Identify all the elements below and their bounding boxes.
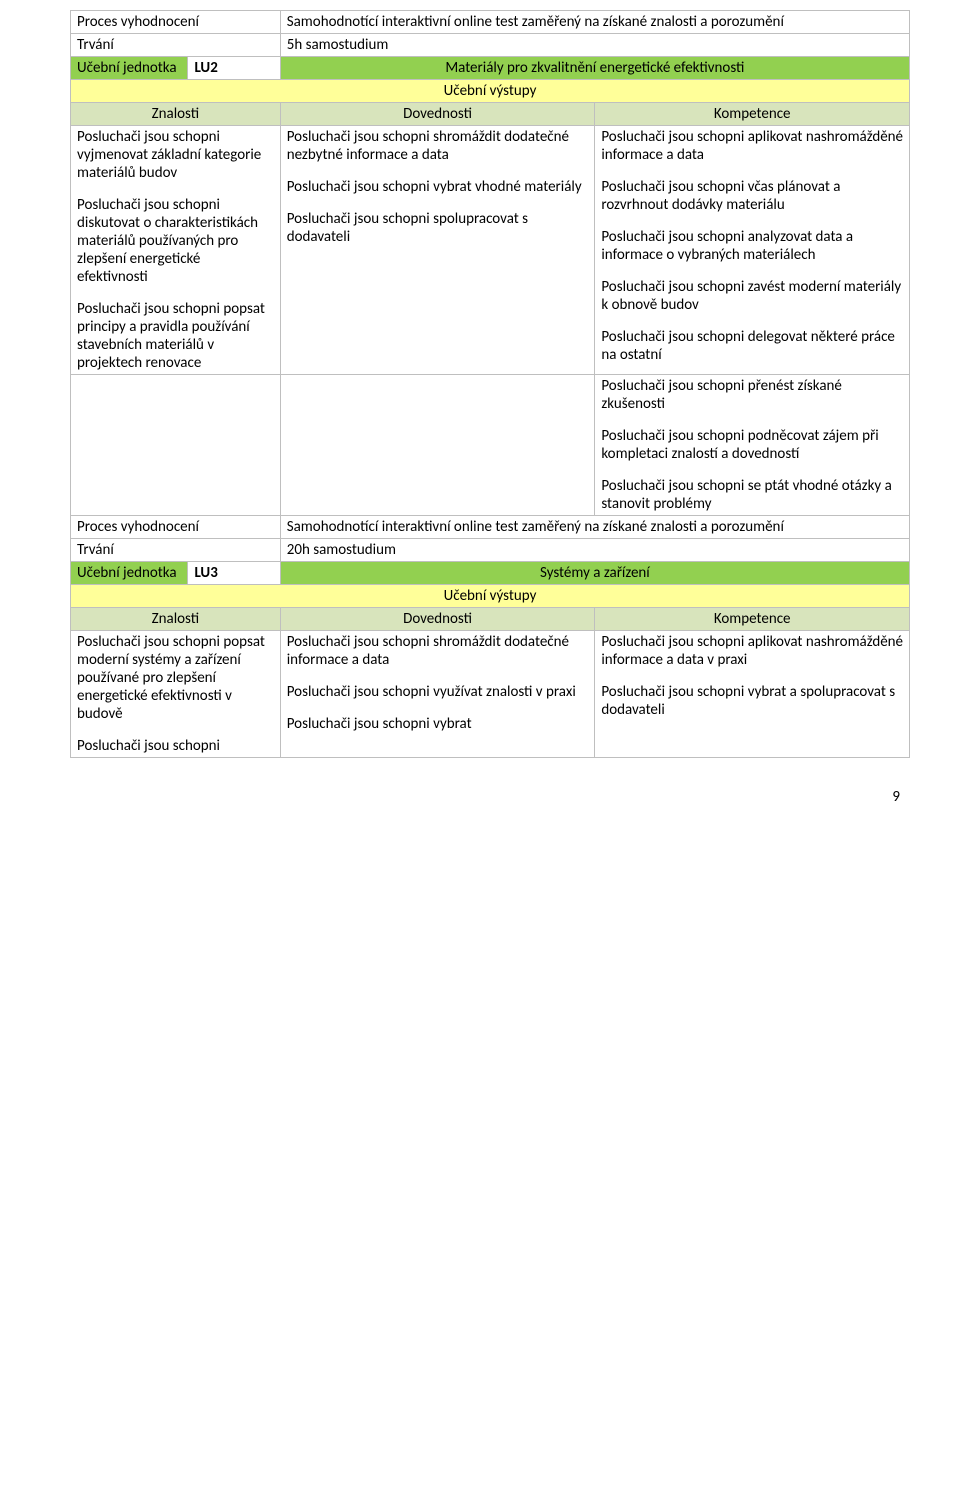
process-label: Proces vyhodnocení: [71, 516, 281, 539]
lu3-header: Učební jednotka LU3 Systémy a zařízení: [71, 562, 910, 585]
text: Posluchači jsou schopni včas plánovat a …: [601, 178, 903, 214]
lu2-header: Učební jednotka LU2 Materiály pro zkvali…: [71, 57, 910, 80]
curriculum-table: Proces vyhodnocení Samohodnotící interak…: [70, 10, 910, 758]
text: Posluchači jsou schopni se ptát vhodné o…: [601, 477, 903, 513]
text: Posluchači jsou schopni diskutovat o cha…: [77, 196, 274, 286]
lu3-znalosti-cell: Posluchači jsou schopni popsat moderní s…: [71, 631, 281, 758]
unit-code: LU3: [188, 562, 280, 585]
columns-header-lu2: Znalosti Dovednosti Kompetence: [71, 103, 910, 126]
col-dovednosti: Dovednosti: [280, 103, 595, 126]
lu2-znalosti-cell: Posluchači jsou schopni vyjmenovat zákla…: [71, 126, 281, 375]
duration-label: Trvání: [71, 34, 281, 57]
text: Posluchači jsou schopni vyjmenovat zákla…: [77, 128, 274, 182]
lu3-kompetence-cell: Posluchači jsou schopni aplikovat nashro…: [595, 631, 910, 758]
text: Posluchači jsou schopni vybrat: [287, 715, 589, 733]
lu2-dovednosti-cell: Posluchači jsou schopni shromáždit dodat…: [280, 126, 595, 375]
process-value: Samohodnotící interaktivní online test z…: [280, 11, 909, 34]
vystupy-label: Učební výstupy: [71, 80, 910, 103]
process-row-2: Proces vyhodnocení Samohodnotící interak…: [71, 516, 910, 539]
unit-title: Materiály pro zkvalitnění energetické ef…: [280, 57, 909, 80]
text: Posluchači jsou schopni shromáždit dodat…: [287, 128, 589, 164]
duration-row-2: Trvání 20h samostudium: [71, 539, 910, 562]
text: Posluchači jsou schopni popsat principy …: [77, 300, 274, 372]
process-value: Samohodnotící interaktivní online test z…: [280, 516, 909, 539]
page-number: 9: [70, 758, 910, 816]
col-dovednosti: Dovednosti: [280, 608, 595, 631]
vystupy-label: Učební výstupy: [71, 585, 910, 608]
duration-value: 20h samostudium: [280, 539, 909, 562]
lu2-kompetence-cell-b: Posluchači jsou schopni přenést získané …: [595, 375, 910, 516]
columns-header-lu3: Znalosti Dovednosti Kompetence: [71, 608, 910, 631]
duration-value: 5h samostudium: [280, 34, 909, 57]
duration-row-1: Trvání 5h samostudium: [71, 34, 910, 57]
lu2-kompetence-cell-a: Posluchači jsou schopni aplikovat nashro…: [595, 126, 910, 375]
vystupy-row-lu2: Učební výstupy: [71, 80, 910, 103]
lu2-body-row-2: Posluchači jsou schopni přenést získané …: [71, 375, 910, 516]
empty-cell: [71, 375, 281, 516]
text: Posluchači jsou schopni analyzovat data …: [601, 228, 903, 264]
process-label: Proces vyhodnocení: [71, 11, 281, 34]
text: Posluchači jsou schopni přenést získané …: [601, 377, 903, 413]
text: Posluchači jsou schopni spolupracovat s …: [287, 210, 589, 246]
text: Posluchači jsou schopni zavést moderní m…: [601, 278, 903, 314]
text: Posluchači jsou schopni vybrat vhodné ma…: [287, 178, 589, 196]
text: Posluchači jsou schopni: [77, 737, 274, 755]
lu2-body-row-1: Posluchači jsou schopni vyjmenovat zákla…: [71, 126, 910, 375]
col-kompetence: Kompetence: [595, 103, 910, 126]
empty-cell: [280, 375, 595, 516]
duration-label: Trvání: [71, 539, 281, 562]
text: Posluchači jsou schopni delegovat někter…: [601, 328, 903, 364]
unit-code: LU2: [188, 57, 280, 80]
text: Posluchači jsou schopni popsat moderní s…: [77, 633, 274, 723]
text: Posluchači jsou schopni aplikovat nashro…: [601, 128, 903, 164]
vystupy-row-lu3: Učební výstupy: [71, 585, 910, 608]
text: Posluchači jsou schopni podněcovat zájem…: [601, 427, 903, 463]
lu3-dovednosti-cell: Posluchači jsou schopni shromáždit dodat…: [280, 631, 595, 758]
unit-title: Systémy a zařízení: [280, 562, 909, 585]
col-znalosti: Znalosti: [71, 608, 281, 631]
col-kompetence: Kompetence: [595, 608, 910, 631]
unit-label: Učební jednotka: [71, 57, 188, 80]
process-row-1: Proces vyhodnocení Samohodnotící interak…: [71, 11, 910, 34]
text: Posluchači jsou schopni vybrat a spolupr…: [601, 683, 903, 719]
col-znalosti: Znalosti: [71, 103, 281, 126]
text: Posluchači jsou schopni aplikovat nashro…: [601, 633, 903, 669]
text: Posluchači jsou schopni shromáždit dodat…: [287, 633, 589, 669]
text: Posluchači jsou schopni využívat znalost…: [287, 683, 589, 701]
unit-label: Učební jednotka: [71, 562, 188, 585]
lu3-body-row: Posluchači jsou schopni popsat moderní s…: [71, 631, 910, 758]
